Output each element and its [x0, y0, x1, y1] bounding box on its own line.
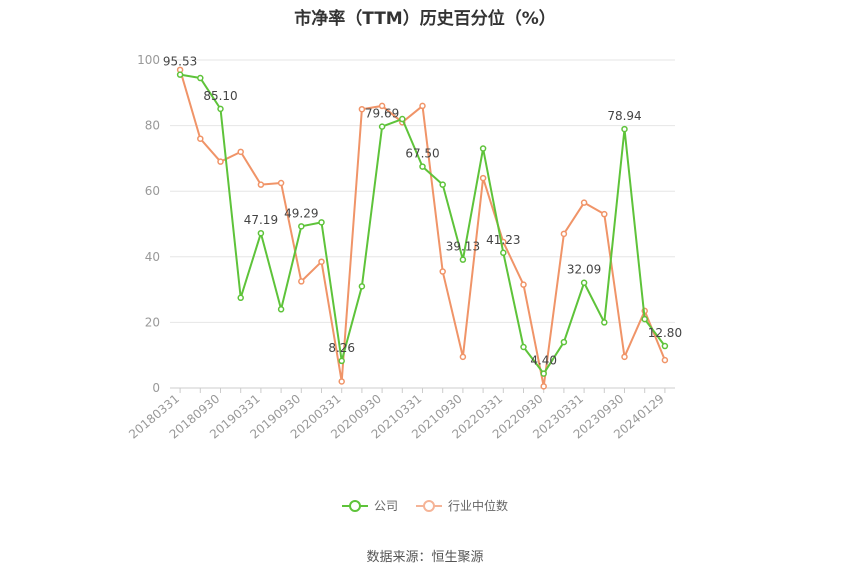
data-point-company — [338, 357, 345, 365]
data-point-industry — [237, 148, 244, 156]
data-point-industry — [217, 158, 224, 165]
data-point-company — [661, 342, 669, 350]
y-tick-label: 20 — [145, 315, 160, 329]
data-point-company — [560, 338, 568, 346]
data-point-industry — [318, 258, 325, 265]
data-point-company — [237, 294, 244, 302]
data-point-industry — [358, 105, 366, 113]
y-tick-label: 0 — [152, 381, 160, 395]
data-point-industry — [378, 102, 386, 110]
data-label: 47.19 — [244, 213, 278, 227]
legend-company-icon — [341, 499, 368, 512]
data-point-industry — [580, 199, 588, 206]
data-point-company — [298, 223, 305, 230]
data-label: 12.80 — [648, 326, 682, 340]
y-tick-label: 60 — [145, 184, 160, 198]
data-point-industry — [338, 378, 345, 385]
data-point-industry — [257, 181, 265, 188]
legend-item-industry[interactable]: 行业中位数 — [416, 497, 508, 514]
data-point-company — [358, 283, 366, 290]
data-point-industry — [439, 268, 446, 275]
data-label: 41.23 — [486, 233, 520, 247]
data-point-industry — [601, 210, 608, 218]
data-point-industry — [459, 353, 467, 361]
data-label: 49.29 — [284, 206, 318, 220]
data-point-company — [399, 115, 406, 123]
data-point-company — [217, 105, 224, 113]
data-label: 67.50 — [405, 147, 439, 161]
data-label: 8.26 — [328, 341, 355, 355]
data-point-company — [318, 219, 325, 226]
data-point-company — [621, 125, 628, 133]
data-point-company — [378, 123, 386, 130]
data-point-industry — [277, 179, 285, 187]
data-label: 85.10 — [203, 89, 237, 103]
data-point-company — [439, 181, 446, 188]
series-line-industry — [179, 69, 666, 388]
y-tick-label: 40 — [145, 250, 160, 264]
data-point-company — [419, 163, 426, 170]
data-point-industry — [298, 278, 305, 285]
data-point-industry — [560, 230, 568, 238]
data-point-company — [459, 256, 467, 263]
data-point-industry — [621, 353, 628, 361]
data-point-company — [500, 249, 507, 257]
data-point-company — [176, 71, 184, 78]
data-label: 39.13 — [446, 240, 480, 254]
data-point-industry — [520, 281, 527, 288]
data-point-company — [520, 343, 527, 351]
data-point-company — [479, 145, 487, 152]
data-label: 95.53 — [163, 55, 197, 69]
data-source: 数据来源：恒生聚源 — [366, 550, 484, 565]
data-point-company — [641, 315, 648, 323]
legend-industry-label: 行业中位数 — [448, 499, 509, 513]
data-point-industry — [661, 356, 669, 364]
y-tick-label: 100 — [137, 53, 160, 67]
legend-company-label: 公司 — [373, 499, 398, 513]
data-point-company — [601, 319, 608, 326]
data-label: 79.69 — [365, 107, 399, 121]
data-point-industry — [419, 102, 426, 110]
y-tick-label: 80 — [145, 119, 160, 133]
data-point-industry — [197, 135, 204, 142]
data-label: 4.40 — [530, 354, 557, 368]
data-point-industry — [479, 174, 487, 182]
chart-title: 市净率（TTM）历史百分位（%） — [294, 9, 556, 29]
data-label: 32.09 — [567, 263, 601, 277]
data-point-company — [580, 279, 588, 286]
legend-industry-icon — [416, 499, 442, 512]
data-point-industry — [540, 383, 547, 390]
data-point-company — [197, 74, 204, 82]
legend: 公司 行业中位数 — [0, 497, 850, 514]
data-point-company — [277, 306, 285, 313]
data-label: 78.94 — [607, 109, 641, 123]
data-point-company — [540, 370, 547, 377]
legend-item-company[interactable]: 公司 — [341, 497, 398, 514]
data-point-company — [257, 229, 265, 237]
